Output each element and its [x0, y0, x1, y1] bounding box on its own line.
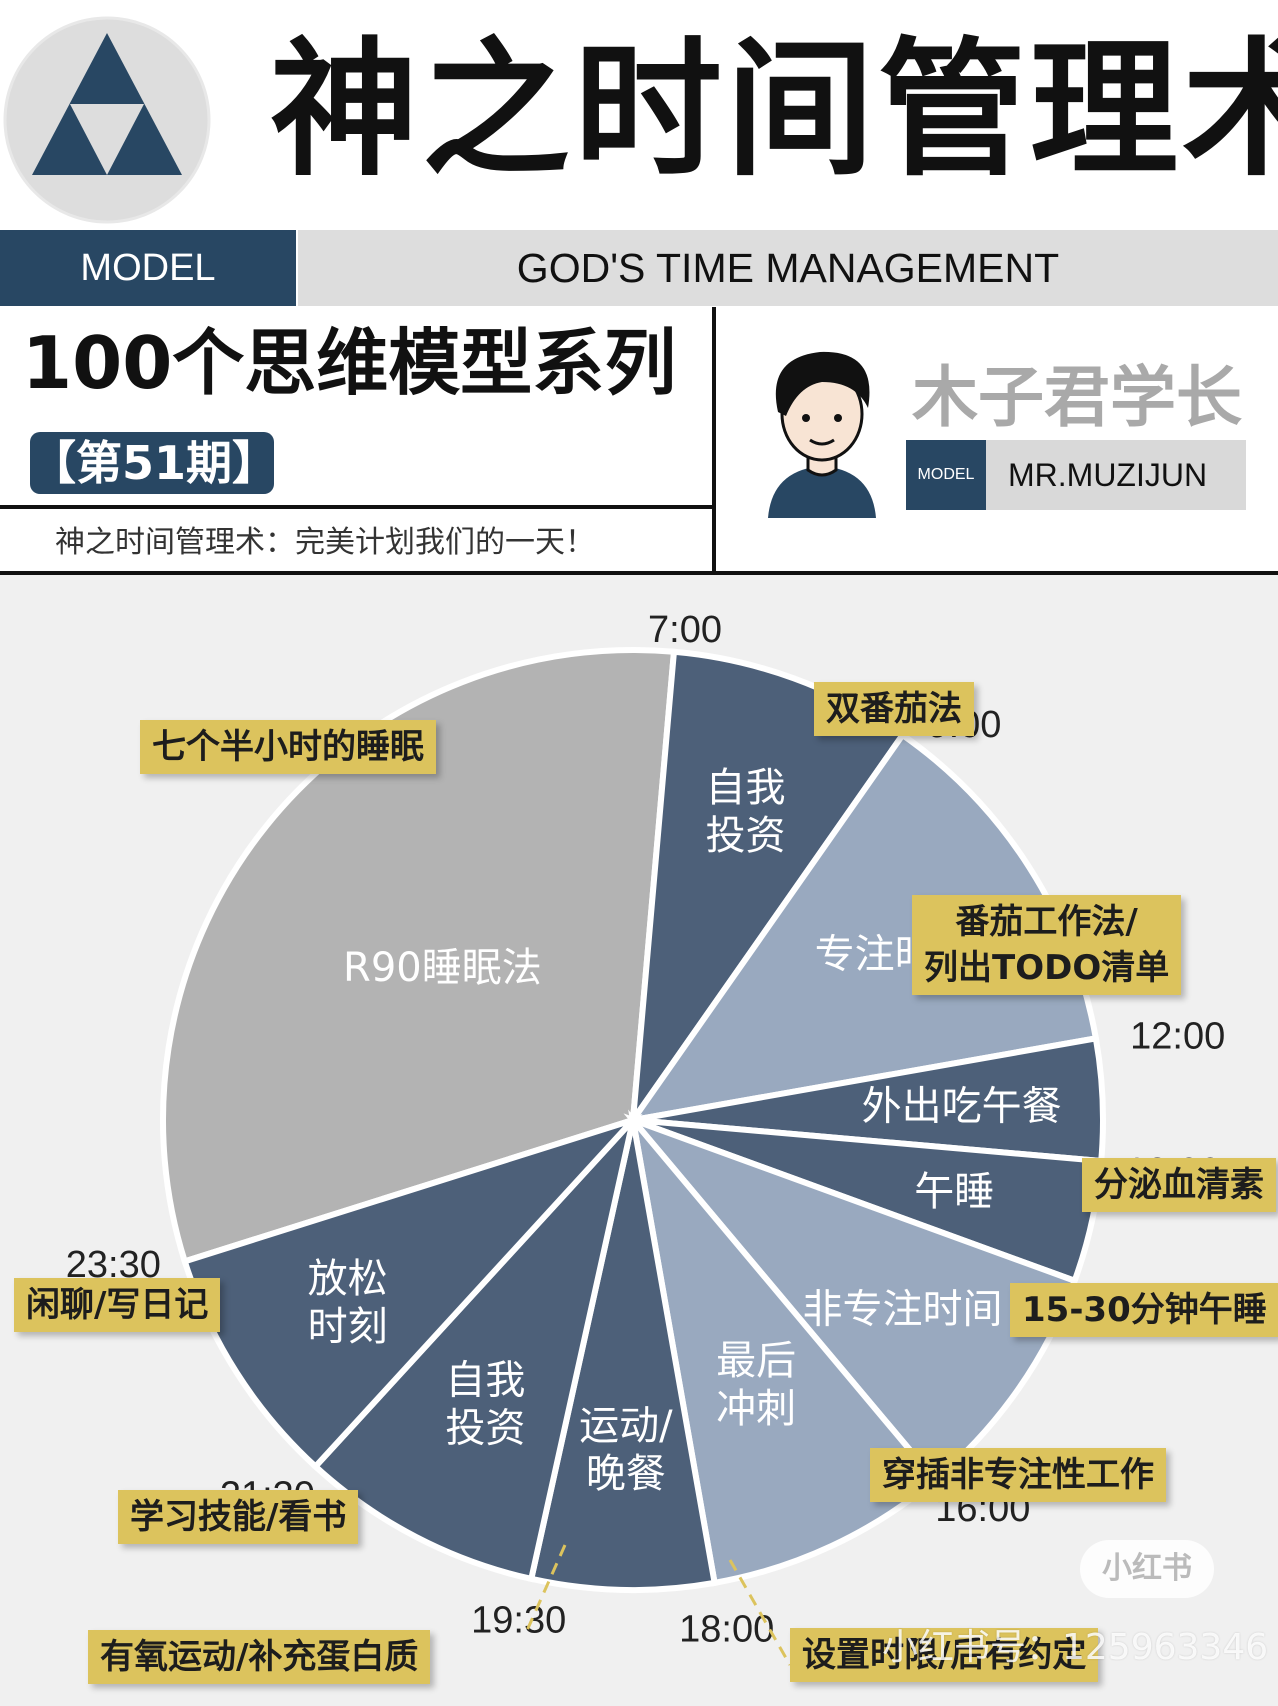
series-title: 100个思维模型系列	[22, 321, 677, 405]
divider-horizontal	[0, 571, 1278, 575]
callout-note: 穿插非专注性工作	[870, 1448, 1166, 1502]
slice-label: 非专注时间	[803, 1287, 1003, 1333]
time-label: 7:00	[648, 609, 722, 651]
callout-leader	[523, 1544, 567, 1636]
author-avatar	[768, 351, 876, 518]
model-triangle-logo	[3, 16, 211, 224]
pie-slice	[311, 1109, 639, 1583]
issue-badge: 【第51期】	[30, 432, 278, 494]
slice-label: R90睡眠法	[343, 945, 542, 991]
callout-note: 设置时限/后有约定	[790, 1628, 1099, 1682]
divider-vertical	[712, 307, 716, 573]
pie-slice	[527, 1119, 719, 1593]
callout-note: 15-30分钟午睡	[1010, 1283, 1278, 1337]
pie-slice	[160, 647, 678, 1266]
callout-note: 七个半小时的睡眠	[140, 720, 436, 774]
author-english-name: MR.MUZIJUN	[1008, 457, 1208, 493]
callout-leader	[728, 1559, 792, 1666]
pie-slice	[626, 730, 1100, 1125]
english-subtitle: GOD'S TIME MANAGEMENT	[298, 230, 1278, 306]
callout-note: 分泌血清素	[1082, 1158, 1276, 1212]
slice-label: 自我投资	[445, 1357, 525, 1451]
pie-slice	[180, 1113, 643, 1471]
slice-label: 放松时刻	[308, 1256, 388, 1350]
callout-note: 双番茄法	[814, 682, 974, 736]
time-label: 12:00	[1130, 1015, 1225, 1057]
page-title: 神之时间管理术	[270, 24, 1278, 196]
callout-note: 学习技能/看书	[118, 1490, 359, 1544]
callout-note: 有氧运动/补充蛋白质	[88, 1630, 431, 1684]
author-name: 木子君学长	[912, 359, 1242, 436]
time-label: 18:00	[679, 1609, 774, 1651]
xiaohongshu-watermark-id: 小红书号：125963346	[882, 1627, 1269, 1668]
slice-label: 自我投资	[706, 765, 786, 859]
model-band: MODEL	[0, 230, 296, 306]
slice-label: 运动/晚餐	[579, 1403, 673, 1497]
daily-schedule-pie-chart: R90睡眠法自我投资专注时间外出吃午餐午睡非专注时间最后冲刺运动/晚餐自我投资放…	[66, 609, 1225, 1666]
tagline: 神之时间管理术：完美计划我们的一天！	[55, 525, 595, 560]
callout-note: 闲聊/写日记	[14, 1278, 221, 1332]
slice-label: 外出吃午餐	[862, 1084, 1062, 1130]
callout-note: 番茄工作法/列出TODO清单	[912, 895, 1182, 995]
slice-label: 最后冲刺	[716, 1338, 796, 1432]
time-label: 19:30	[471, 1600, 566, 1642]
slice-label: 午睡	[914, 1169, 994, 1215]
divider-horizontal	[0, 505, 716, 509]
author-model-tag: MODEL	[906, 440, 986, 510]
xiaohongshu-watermark-logo: 小红书	[1080, 1540, 1214, 1598]
